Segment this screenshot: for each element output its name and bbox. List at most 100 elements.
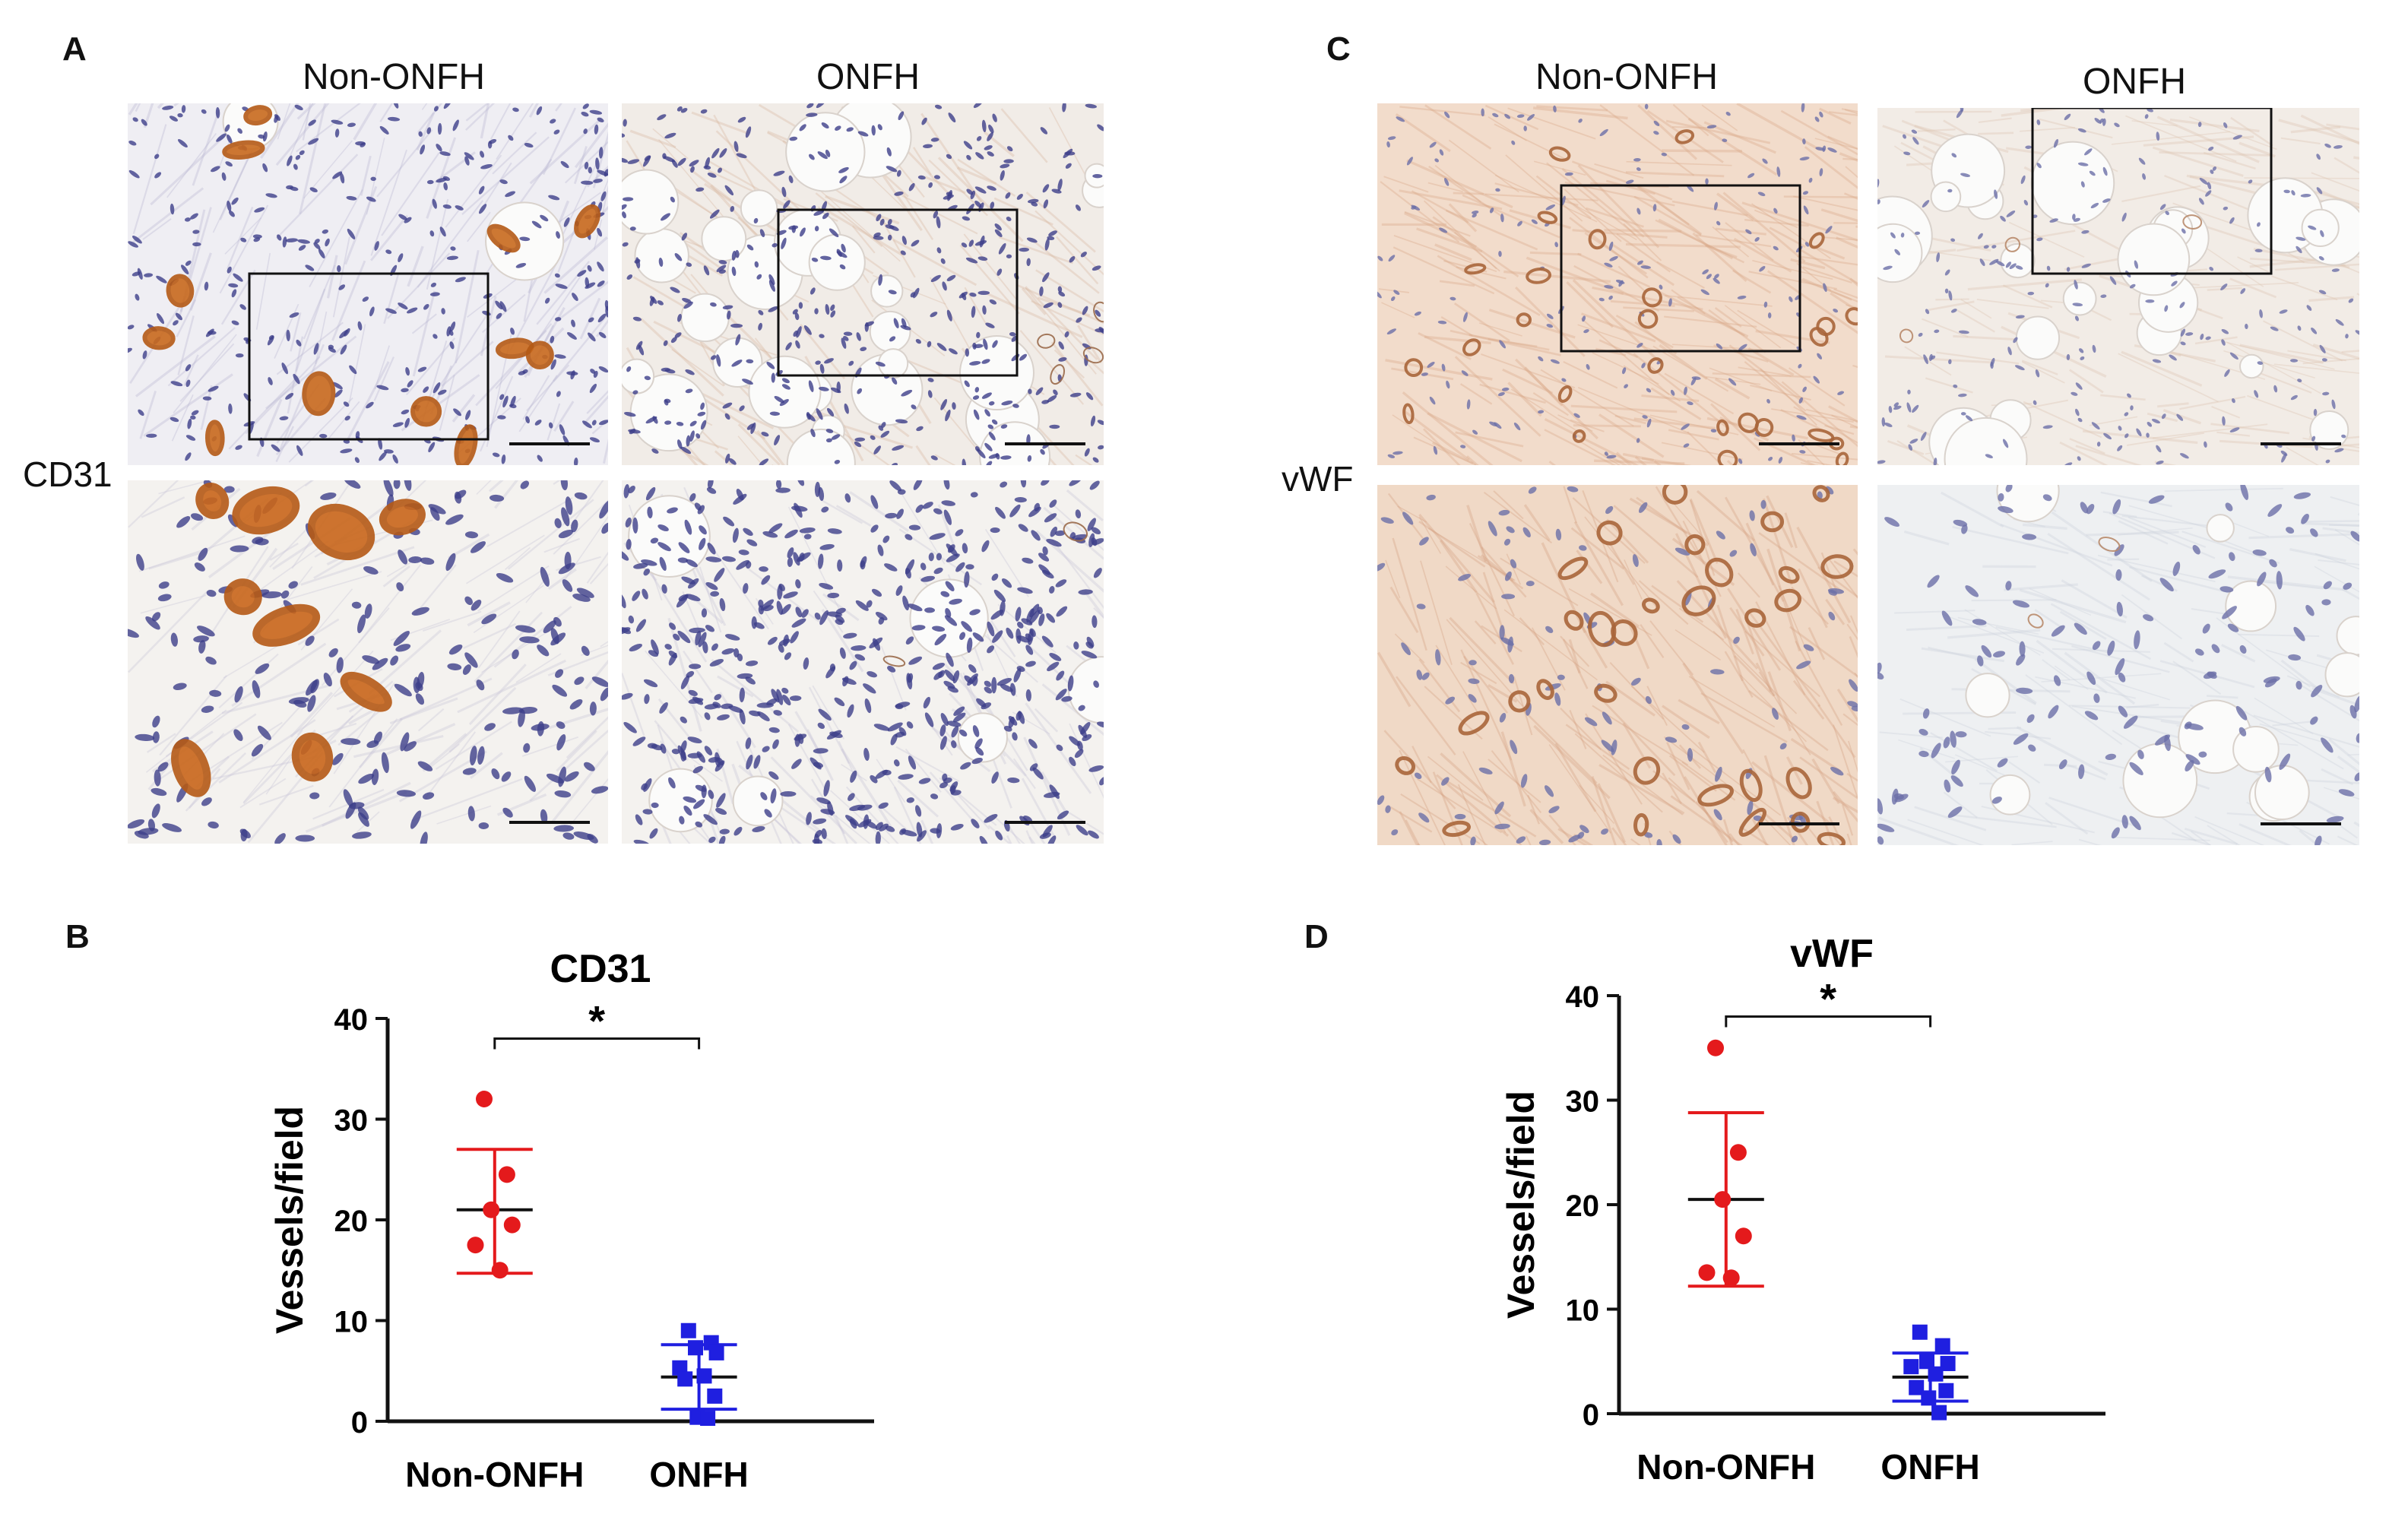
cell-nucleus bbox=[795, 340, 800, 349]
cell-nucleus bbox=[1084, 448, 1090, 457]
tissue-fiber bbox=[1469, 523, 1516, 616]
cell-nucleus bbox=[1914, 231, 1921, 236]
cell-nucleus bbox=[733, 141, 739, 152]
cell-nucleus bbox=[944, 670, 955, 682]
tissue-fiber bbox=[1377, 651, 1412, 708]
tissue-fiber bbox=[379, 103, 394, 122]
cell-nucleus bbox=[357, 321, 363, 331]
cell-nucleus bbox=[426, 127, 432, 135]
tissue-fiber bbox=[2300, 114, 2359, 145]
cell-nucleus bbox=[930, 793, 939, 800]
cell-nucleus bbox=[1798, 363, 1802, 369]
cell-nucleus bbox=[1716, 343, 1723, 350]
cell-nucleus bbox=[951, 725, 959, 738]
tissue-fiber bbox=[2059, 610, 2107, 640]
fat-vacuole bbox=[2324, 652, 2359, 698]
cell-nucleus bbox=[774, 395, 784, 404]
y-axis-label: Vessels/field bbox=[268, 1106, 311, 1334]
cell-nucleus bbox=[178, 139, 188, 148]
fat-vacuole bbox=[2000, 242, 2036, 279]
cell-nucleus bbox=[1550, 359, 1560, 364]
tissue-fiber bbox=[436, 805, 492, 825]
cell-nucleus bbox=[2180, 328, 2186, 337]
cell-nucleus bbox=[1020, 480, 1027, 488]
cell-nucleus bbox=[2267, 504, 2283, 517]
cell-nucleus bbox=[795, 579, 801, 589]
data-point bbox=[1912, 1324, 1928, 1340]
cell-nucleus bbox=[2185, 754, 2200, 765]
tissue-fiber bbox=[2184, 828, 2238, 845]
cell-nucleus bbox=[678, 542, 690, 553]
cell-nucleus bbox=[690, 166, 695, 173]
cell-nucleus bbox=[1545, 204, 1556, 211]
cell-nucleus bbox=[1877, 798, 1884, 815]
cell-nucleus bbox=[1414, 311, 1421, 316]
cell-nucleus bbox=[512, 649, 519, 660]
cell-nucleus bbox=[372, 657, 388, 670]
stained-vessel bbox=[1093, 301, 1104, 323]
cell-nucleus bbox=[1646, 418, 1652, 428]
cell-nucleus bbox=[437, 122, 442, 135]
cell-nucleus bbox=[224, 124, 230, 132]
tissue-fiber bbox=[1481, 353, 1576, 389]
cell-nucleus bbox=[2333, 145, 2343, 149]
cell-nucleus bbox=[843, 632, 857, 639]
tissue-fiber bbox=[2216, 431, 2251, 437]
tissue-fiber bbox=[1435, 645, 1480, 716]
tissue-fiber bbox=[1700, 692, 1788, 743]
cell-nucleus bbox=[1444, 111, 1450, 119]
cell-nucleus bbox=[2075, 408, 2080, 417]
cell-nucleus bbox=[2331, 399, 2336, 410]
cell-nucleus bbox=[1069, 392, 1082, 398]
tissue-fiber bbox=[1716, 192, 1754, 221]
cell-nucleus bbox=[796, 326, 802, 338]
cell-nucleus bbox=[1386, 141, 1390, 148]
tissue-fiber bbox=[1394, 633, 1425, 664]
cell-nucleus bbox=[1489, 207, 1494, 214]
tissue-fiber bbox=[671, 348, 724, 387]
tissue-fiber bbox=[1460, 661, 1497, 685]
tissue-fiber bbox=[373, 356, 394, 401]
cell-nucleus bbox=[2305, 604, 2315, 616]
cell-nucleus bbox=[320, 493, 337, 500]
cell-nucleus bbox=[1494, 801, 1504, 815]
cell-nucleus bbox=[1427, 361, 1435, 368]
cell-nucleus bbox=[844, 493, 851, 503]
cell-nucleus bbox=[1745, 229, 1752, 235]
cell-nucleus bbox=[2066, 353, 2071, 360]
stained-vessel bbox=[1774, 588, 1801, 613]
cell-nucleus bbox=[2208, 146, 2214, 151]
cell-nucleus bbox=[1643, 832, 1653, 838]
cell-nucleus bbox=[635, 340, 643, 350]
tissue-fiber bbox=[708, 160, 804, 217]
cell-nucleus bbox=[1472, 211, 1479, 214]
cell-nucleus bbox=[794, 312, 800, 321]
cell-nucleus bbox=[892, 445, 905, 451]
cell-nucleus bbox=[725, 453, 730, 464]
cell-nucleus bbox=[987, 424, 994, 429]
cell-nucleus bbox=[746, 244, 754, 251]
cell-nucleus bbox=[274, 833, 286, 844]
tissue-fiber bbox=[265, 335, 357, 410]
cell-nucleus bbox=[661, 367, 671, 372]
tissue-fiber bbox=[2019, 126, 2076, 132]
cell-nucleus bbox=[401, 409, 410, 415]
cell-nucleus bbox=[799, 553, 805, 562]
tissue-fiber bbox=[1381, 302, 1415, 318]
cell-nucleus bbox=[553, 825, 575, 832]
tissue-fiber bbox=[2111, 131, 2231, 145]
tissue-fiber bbox=[2069, 438, 2105, 455]
cell-nucleus bbox=[2000, 215, 2006, 222]
cell-nucleus bbox=[677, 557, 689, 563]
data-point bbox=[677, 1371, 693, 1387]
cell-nucleus bbox=[584, 161, 589, 169]
cell-nucleus bbox=[1604, 451, 1608, 456]
cell-nucleus bbox=[1837, 391, 1845, 395]
cell-nucleus bbox=[499, 301, 507, 312]
tissue-fiber bbox=[1748, 611, 1821, 708]
tissue-fiber bbox=[1914, 806, 1987, 831]
cell-nucleus bbox=[829, 228, 839, 238]
cell-nucleus bbox=[462, 768, 477, 775]
cell-nucleus bbox=[746, 539, 758, 546]
cell-nucleus bbox=[758, 309, 764, 315]
